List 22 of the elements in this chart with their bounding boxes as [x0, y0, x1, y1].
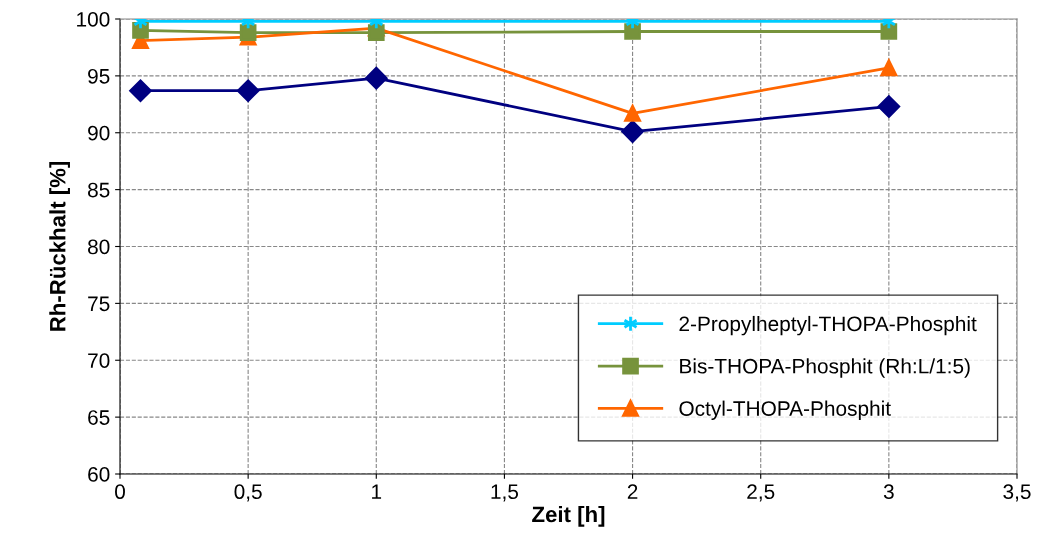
y-tick-label: 85 — [88, 182, 110, 198]
x-tick-label: 1,5 — [491, 484, 519, 502]
y-tick-label: 90 — [88, 125, 110, 141]
x-axis-title: Zeit [h] — [532, 505, 605, 527]
x-tick-label: 2,5 — [747, 484, 775, 502]
x-tick-label: 2 — [627, 484, 638, 499]
x-tick-label: 1 — [372, 484, 382, 499]
x-tick-label: 3,5 — [1003, 484, 1031, 502]
y-tick-label: 70 — [88, 353, 110, 368]
y-tick-label: 80 — [88, 239, 110, 255]
x-tick-label: 3 — [883, 484, 894, 500]
y-tick-label: 75 — [88, 296, 110, 312]
legend-label: 2-Propylheptyl-THOPA-Phosphit — [679, 315, 977, 336]
x-tick-label: 0,5 — [234, 484, 262, 502]
y-tick-label: 65 — [88, 410, 110, 425]
legend-label: Bis-THOPA-Phosphit (Rh:L/1:5) — [680, 358, 970, 378]
y-tick-label: 60 — [88, 467, 110, 482]
legend-label: Octyl-THOPA-Phosphit — [679, 400, 891, 420]
y-tick-label: 100 — [77, 12, 110, 27]
x-tick-label: 0 — [115, 484, 125, 500]
y-axis-title: Rh-Rückhalt [%] — [49, 161, 70, 331]
y-tick-label: 95 — [88, 68, 110, 84]
